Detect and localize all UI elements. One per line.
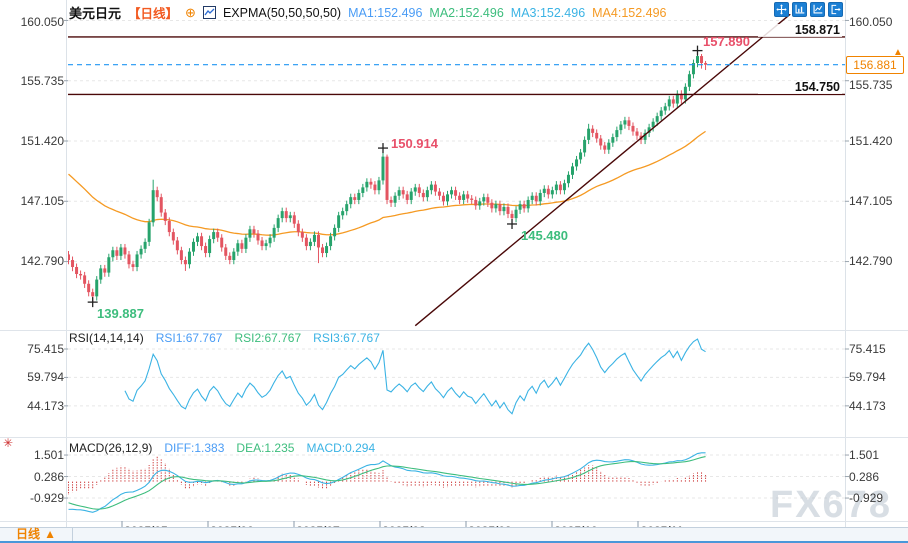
period-tag: 【日线】 [128,7,179,21]
indicator-settings-icon[interactable]: ✳ [3,436,14,450]
price-axis-label: 160.050 [849,15,893,29]
watermark: FX678 [770,484,892,526]
macd-name: MACD(26,12,9) [69,441,153,455]
price-up-arrow-icon: ▲ [893,47,903,58]
chart-header: 美元日元 【日线】 ⊕ EXPMA(50,50,50,50) MA1:152.4… [69,3,667,22]
exit-icon[interactable] [828,2,843,17]
ma4-value: MA4:152.496 [592,5,667,20]
macd-axis-label: 0.286 [849,470,880,484]
tab-daily[interactable]: 日线 ▲ [0,528,73,541]
rsi2-value: RSI2:67.767 [234,331,302,345]
rsi-name: RSI(14,14,14) [69,331,144,345]
rsi-axis-label: 59.794 [849,370,886,384]
price-axis-label: 155.735 [849,78,893,92]
tab-arrow-icon: ▲ [44,527,56,541]
macd-axis-label: 1.501 [33,448,64,462]
auto-scale-icon[interactable] [810,2,825,17]
tab-daily-label: 日线 [16,527,41,541]
dea-value: DEA:1.235 [236,441,295,455]
macd-axis-label: 1.501 [849,448,880,462]
symbol-name: 美元日元 [69,6,122,21]
expma-label: EXPMA(50,50,50,50) [222,5,342,20]
annotation-low: 139.887 [97,306,144,321]
rsi-header: RSI(14,14,14) RSI1:67.767 RSI2:67.767 RS… [69,331,380,345]
macd-axis-label: 0.286 [33,470,64,484]
price-axis-label: 147.105 [20,194,64,208]
annotation-high: 157.890 [703,34,750,49]
diff-value: DIFF:1.383 [164,441,225,455]
annotation-dip: 145.480 [521,228,568,243]
rsi3-value: RSI3:67.767 [313,331,380,345]
ma2-value: MA2:152.496 [429,5,504,20]
rsi-axis-label: 75.415 [849,342,886,356]
ma3-value: MA3:152.496 [510,5,586,20]
price-axis-label: 155.735 [20,74,64,88]
last-price-badge: 156.881 [846,56,904,74]
annotation-spike: 150.914 [391,136,438,151]
crosshair-icon[interactable] [774,2,789,17]
y-axis-scale-icon[interactable] [792,2,807,17]
price-axis-label: 142.790 [20,254,64,268]
macd-value: MACD:0.294 [306,441,376,455]
rsi-axis-label: 59.794 [27,370,64,384]
add-indicator-icon[interactable]: ⊕ [185,4,196,20]
ma1-value: MA1:152.496 [348,5,423,20]
price-axis-label: 147.105 [849,194,893,208]
macd-axis-label: -0.929 [849,491,884,505]
macd-header: MACD(26,12,9) DIFF:1.383 DEA:1.235 MACD:… [69,441,375,455]
price-axis-label: 160.050 [20,15,64,29]
macd-axis-label: -0.929 [29,491,64,505]
rsi-axis-label: 75.415 [27,342,64,356]
rsi-axis-label: 44.173 [27,399,64,413]
indicator-chart-icon [202,6,216,19]
price-axis-label: 142.790 [849,254,893,268]
support-level-label: 154.750 [758,81,842,94]
chart-toolbar [774,2,843,17]
resistance-level-label: 158.871 [758,24,842,37]
rsi1-value: RSI1:67.767 [155,331,223,345]
bottom-bar: 日线 ▲ [0,527,908,543]
price-axis-label: 151.420 [849,134,893,148]
price-axis-label: 151.420 [20,134,64,148]
rsi-axis-label: 44.173 [849,399,886,413]
